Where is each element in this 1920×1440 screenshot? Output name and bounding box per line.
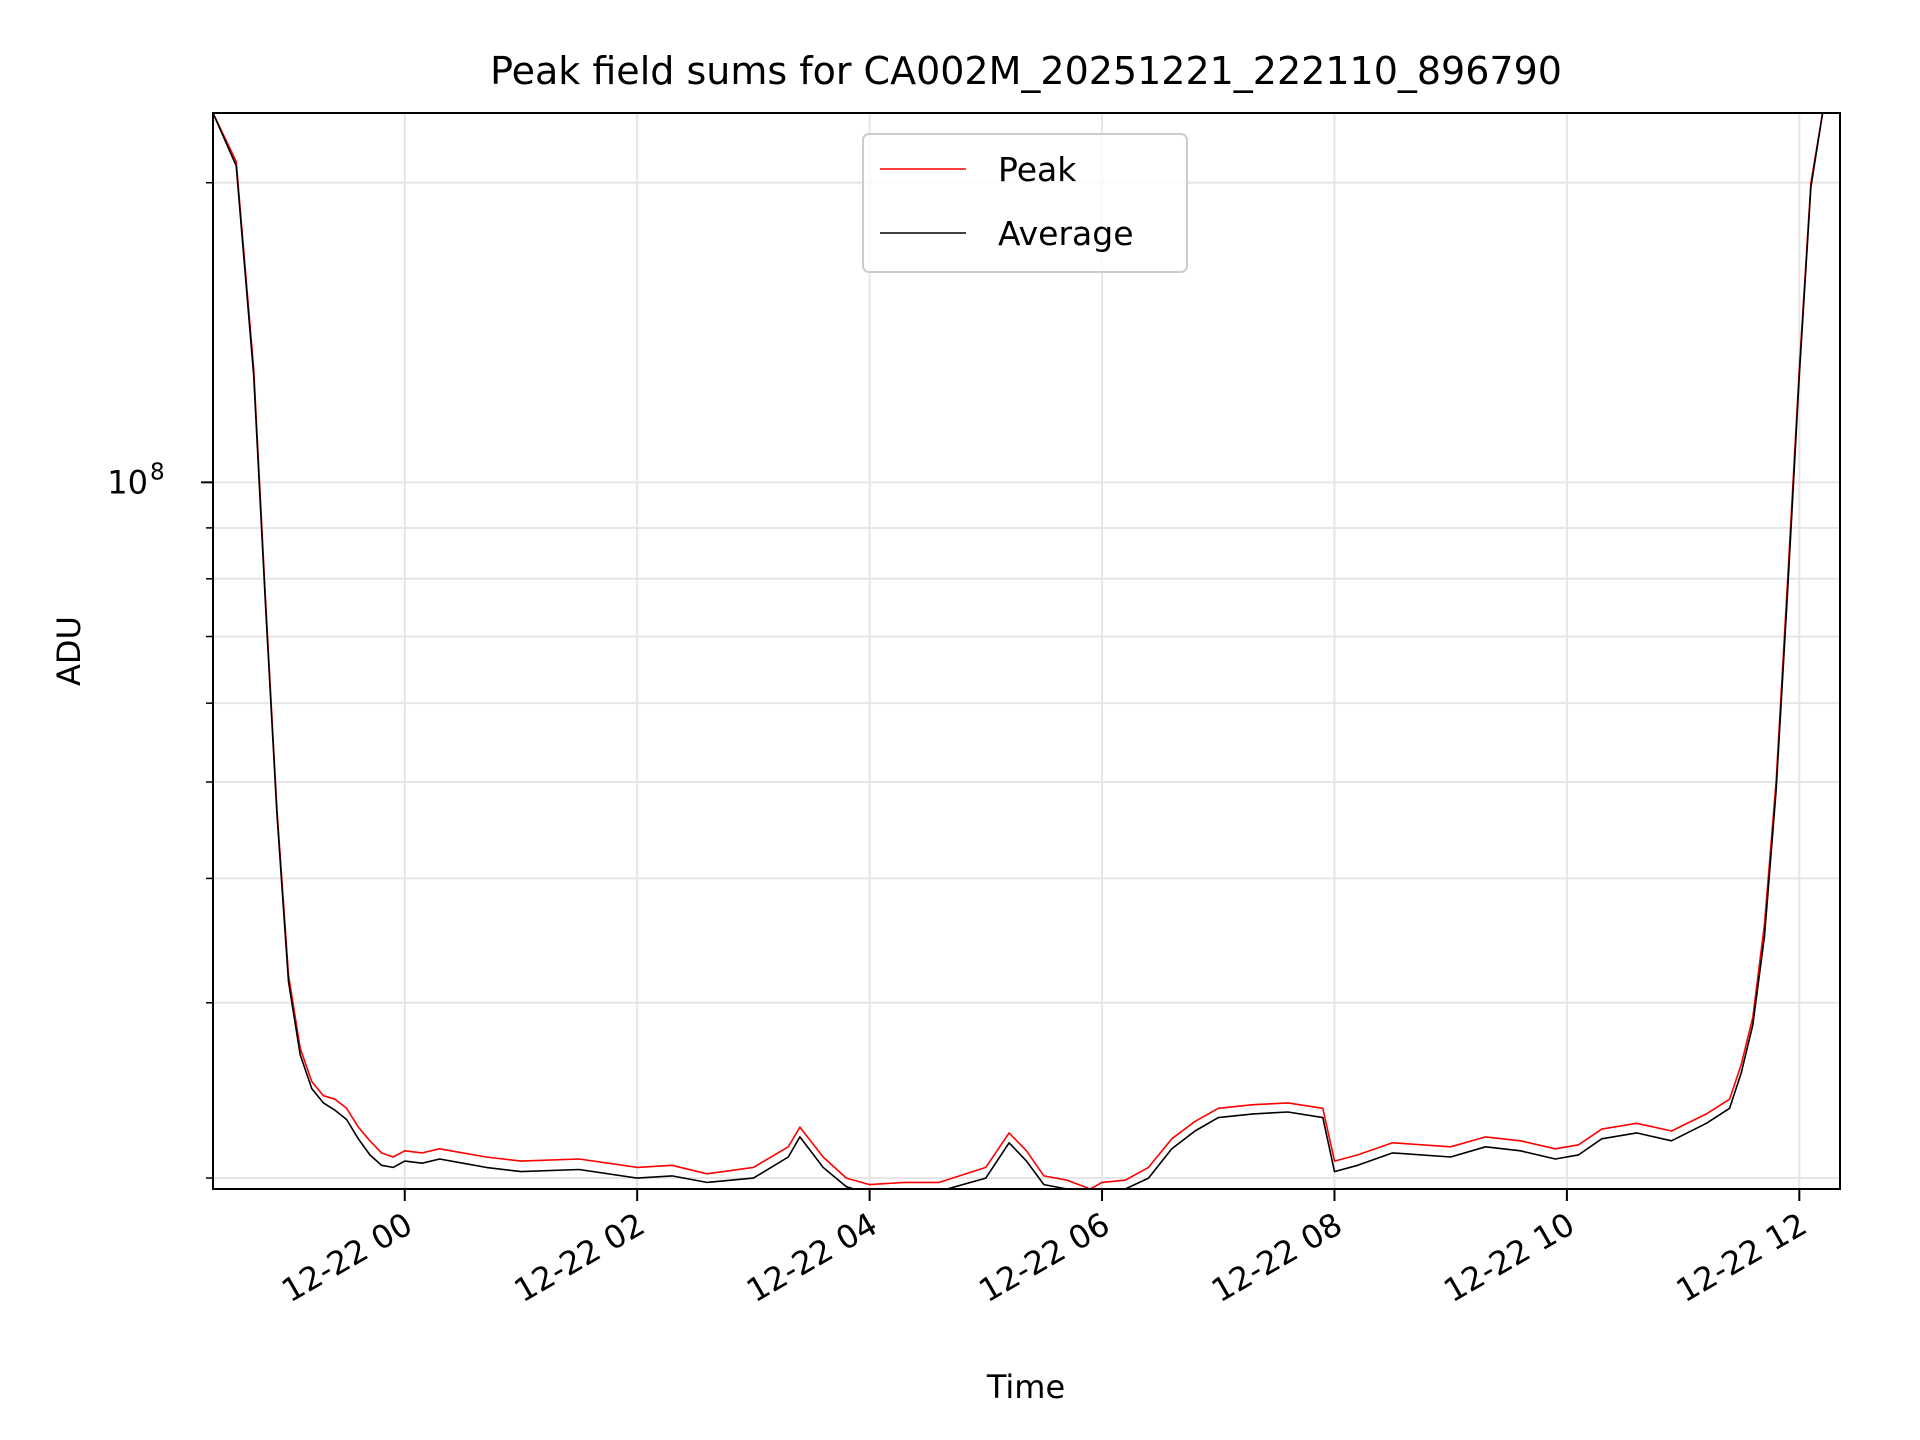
y-axis-label: ADU xyxy=(50,616,88,686)
series-layer xyxy=(213,113,1840,1189)
x-grid xyxy=(403,113,1801,1189)
y-tick-label-base: 10 xyxy=(107,463,148,501)
plot-frame xyxy=(212,112,1841,1190)
peak-series-line xyxy=(213,113,1840,1189)
average-series-line xyxy=(213,113,1840,1189)
x-axis-label: Time xyxy=(986,1368,1065,1406)
y-grid xyxy=(213,181,1840,1180)
legend-average-label: Average xyxy=(998,214,1134,253)
legend: Peak Average xyxy=(862,133,1188,273)
chart-title: Peak field sums for CA002M_20251221_2221… xyxy=(490,49,1562,93)
y-tick-label-exponent: 8 xyxy=(150,459,165,485)
y-axis: 10 8 xyxy=(107,181,213,1179)
legend-peak-label: Peak xyxy=(998,150,1077,189)
